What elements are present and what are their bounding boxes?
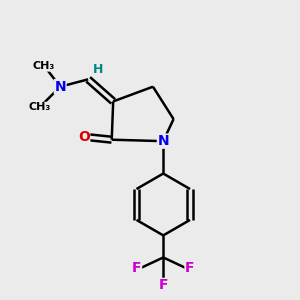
Text: H: H — [93, 62, 104, 76]
Text: F: F — [132, 261, 142, 275]
Text: N: N — [158, 134, 169, 148]
Text: F: F — [185, 261, 194, 275]
Text: O: O — [78, 130, 90, 144]
Text: N: N — [54, 80, 66, 94]
Text: F: F — [158, 278, 168, 292]
Text: CH₃: CH₃ — [33, 61, 55, 71]
Text: CH₃: CH₃ — [28, 102, 51, 112]
